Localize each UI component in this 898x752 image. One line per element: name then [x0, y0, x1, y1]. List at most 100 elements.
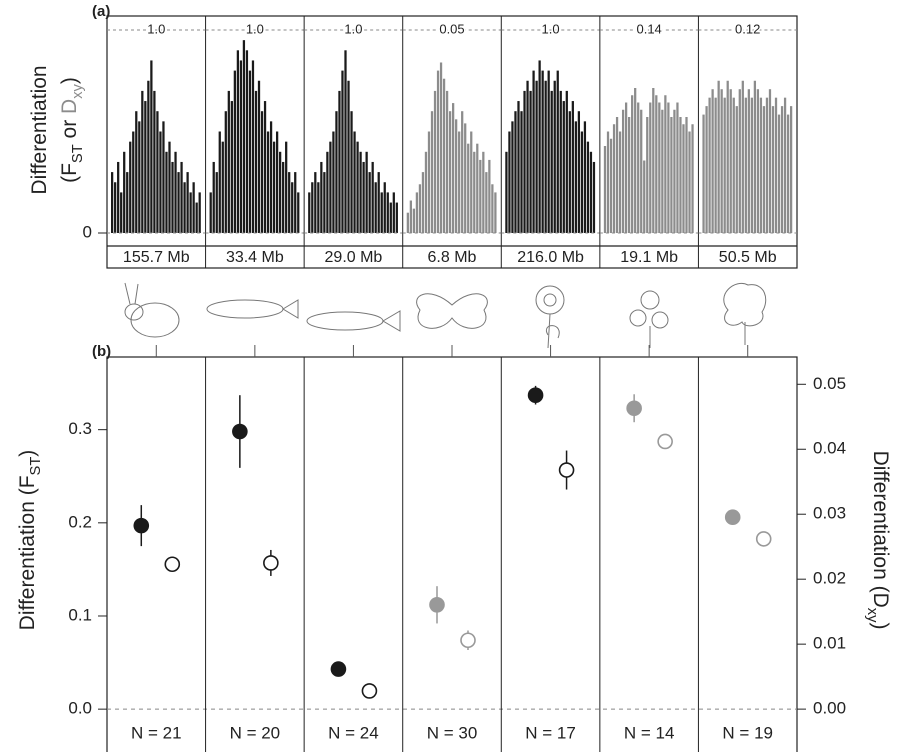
label-part: ST	[70, 144, 86, 163]
bar	[412, 208, 416, 233]
bar	[747, 89, 750, 233]
bar	[326, 151, 329, 233]
bar	[329, 141, 332, 233]
genome-size: 155.7 Mb	[123, 249, 190, 266]
dxy-point	[755, 531, 772, 547]
label-part: D	[58, 99, 81, 114]
bar	[257, 80, 261, 233]
bar	[433, 90, 437, 234]
label-part: ST	[28, 457, 44, 476]
y-axis-label: (FST or Dxy)	[58, 77, 86, 183]
bar	[541, 70, 544, 233]
bar	[717, 80, 720, 233]
bar	[470, 131, 473, 233]
bar	[183, 182, 186, 233]
bar	[786, 114, 790, 233]
genome-size: 33.4 Mb	[226, 249, 284, 266]
bar	[224, 111, 227, 233]
label-part: xy	[70, 83, 86, 98]
panel-label: (b)	[92, 343, 111, 360]
bar	[380, 192, 383, 233]
bar	[520, 111, 523, 233]
label-part: Differentiation (D	[869, 451, 892, 608]
fst-point	[527, 387, 544, 403]
bar	[239, 60, 243, 234]
bar	[162, 121, 165, 233]
bar	[415, 192, 419, 233]
top-tick-label: 0.12	[735, 21, 760, 36]
bar	[260, 111, 264, 233]
bar	[467, 143, 470, 233]
bar	[556, 70, 559, 233]
bar	[147, 80, 150, 233]
bar	[708, 97, 711, 234]
bar	[359, 151, 362, 233]
bar	[254, 90, 258, 234]
bar	[685, 117, 688, 233]
y2-axis-label: Differentiation (Dxy)	[864, 451, 892, 630]
bar	[618, 131, 622, 233]
fst-point	[232, 423, 248, 440]
bar	[753, 80, 757, 233]
label-part: )	[16, 450, 39, 457]
bar	[374, 182, 377, 233]
bar	[150, 60, 153, 234]
top-tick-label: 1.0	[344, 21, 362, 36]
bar	[646, 117, 649, 233]
bar	[461, 111, 464, 233]
bar	[282, 161, 285, 233]
bar	[568, 111, 571, 233]
panel-frame	[106, 356, 798, 752]
y2-tick-label: 0.03	[813, 504, 846, 523]
bar	[526, 80, 529, 233]
bar	[491, 184, 494, 233]
y2-tick-label: 0.01	[813, 634, 846, 653]
bar	[418, 184, 422, 233]
bar	[448, 111, 452, 233]
bar	[535, 80, 538, 233]
label-bg	[613, 722, 686, 746]
bar	[624, 102, 628, 233]
bar	[114, 182, 117, 233]
bar	[726, 80, 729, 233]
bar	[269, 121, 273, 233]
y-tick-label: 0	[83, 222, 92, 241]
bar	[308, 192, 311, 233]
bar	[323, 172, 326, 233]
sample-size: N = 19	[722, 723, 773, 742]
y-axis-label: Differentiation (FST)	[16, 450, 44, 631]
top-tick-label: 0.14	[636, 21, 661, 36]
label-part: (F	[58, 163, 81, 183]
bar	[120, 192, 123, 233]
bar	[583, 121, 587, 233]
bar	[559, 90, 562, 234]
bar	[272, 141, 276, 233]
bar	[631, 95, 634, 233]
y2-tick-label: 0.02	[813, 569, 846, 588]
bar	[702, 114, 705, 233]
bar	[762, 106, 766, 233]
bar	[655, 95, 658, 233]
bar	[165, 151, 168, 233]
bar	[649, 102, 652, 233]
bar	[406, 212, 409, 233]
bar	[658, 102, 661, 233]
bar	[212, 161, 215, 233]
bar	[311, 182, 314, 233]
y-tick-label: 0.0	[68, 699, 92, 718]
bar	[279, 151, 282, 233]
bar	[424, 151, 428, 233]
bar	[783, 97, 787, 234]
label-bg	[120, 722, 193, 746]
bar	[365, 151, 368, 233]
bar	[171, 161, 174, 233]
organism-icons	[124, 282, 767, 349]
bar	[198, 192, 201, 233]
bar	[362, 161, 365, 233]
sample-size: N = 20	[230, 723, 281, 742]
bar	[768, 89, 772, 233]
sample-size: N = 17	[525, 723, 576, 742]
label-bg	[416, 722, 488, 746]
bar	[368, 172, 371, 233]
